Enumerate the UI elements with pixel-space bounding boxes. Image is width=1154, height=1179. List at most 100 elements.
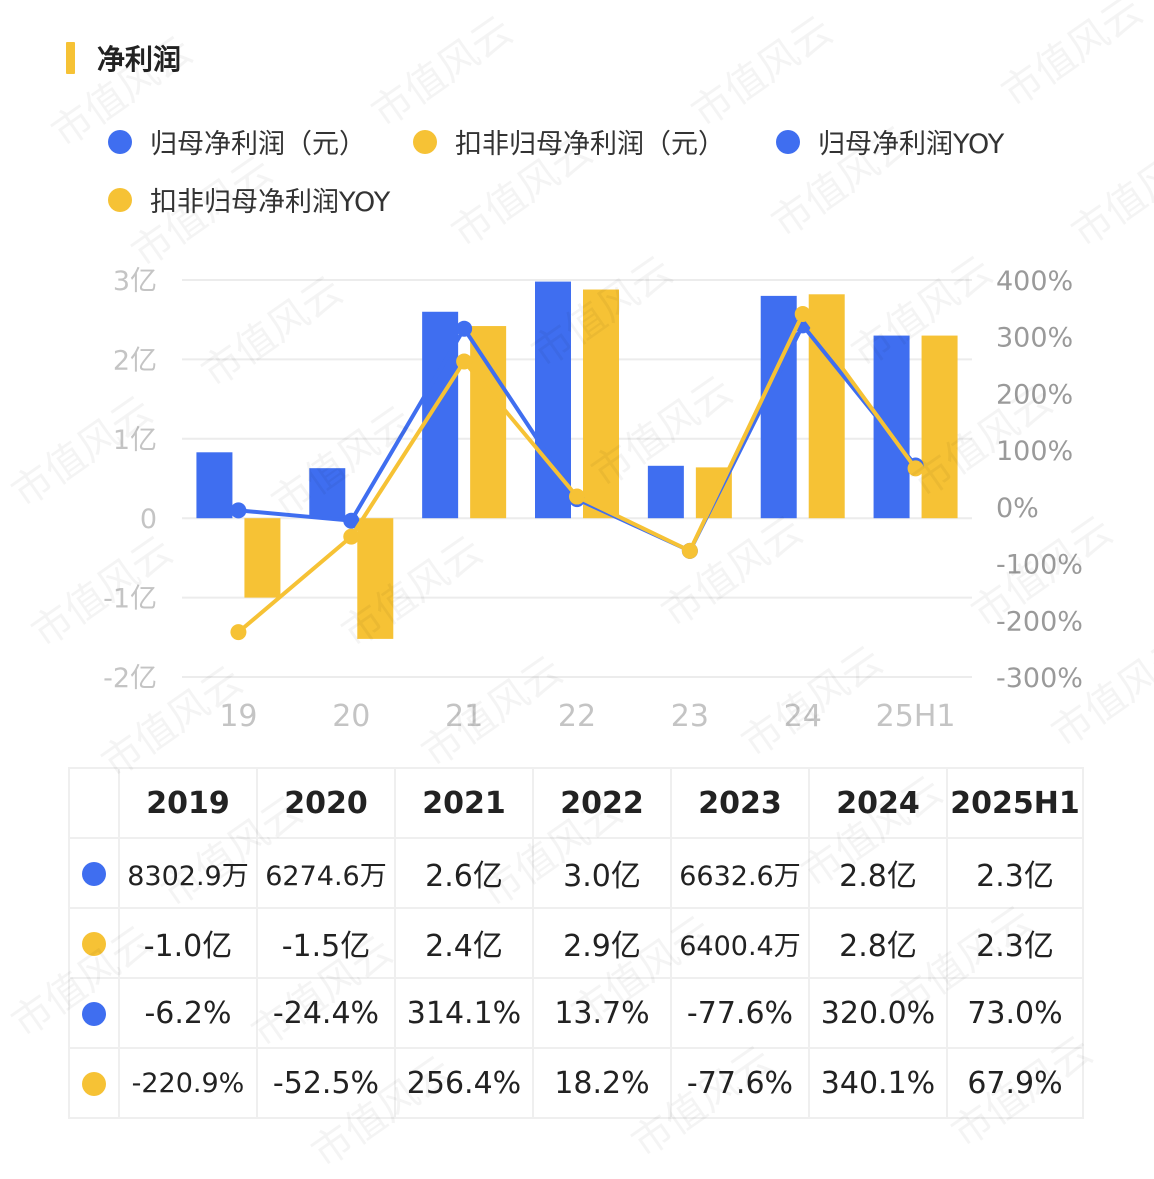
table-cell: 6274.6万	[256, 837, 396, 909]
legend-dot-blue	[776, 129, 800, 154]
table-cell: -6.2%	[118, 977, 258, 1049]
x-axis-tick-label: 20	[332, 699, 370, 734]
line-point	[681, 542, 698, 559]
table-cell: 2.6亿	[394, 837, 534, 909]
table-cell: 2.3亿	[946, 837, 1084, 909]
table-cell: 6400.4万	[670, 907, 810, 979]
table-cell: 18.2%	[532, 1047, 672, 1119]
table-header-cell: 2024	[808, 767, 948, 839]
watermark-text: 市值风云	[678, 0, 842, 139]
table-header-cell: 2023	[670, 767, 810, 839]
table-cell: -1.0亿	[118, 907, 258, 979]
table-cell: 2.4亿	[394, 907, 534, 979]
table-corner-cell	[68, 767, 120, 839]
legend-dot-yellow	[413, 129, 437, 154]
left-axis-tick-label: -2亿	[103, 663, 157, 694]
bar-deducted-net-profit	[921, 335, 958, 519]
bar-net-profit	[309, 468, 346, 519]
row-marker-cell	[68, 977, 120, 1049]
legend-item-deducted-net-profit-yoy[interactable]: 扣非归母净利润YOY	[108, 180, 390, 219]
line-point	[794, 305, 811, 322]
section-title: 净利润	[97, 43, 182, 76]
right-axis-tick-label: -100%	[996, 550, 1083, 581]
line-point	[569, 488, 585, 505]
x-axis-tick-label: 19	[219, 699, 257, 734]
table-cell: 2.8亿	[808, 837, 948, 909]
left-axis-tick-label: 0	[140, 504, 157, 535]
right-axis-tick-label: 0%	[996, 493, 1039, 524]
right-axis-tick-label: 200%	[996, 379, 1073, 410]
table-header-cell: 2025H1	[946, 767, 1084, 839]
accent-bar	[66, 42, 75, 74]
legend-label: 扣非归母净利润（元）	[455, 129, 725, 160]
table-cell: 8302.9万	[118, 837, 258, 909]
table-row: -220.9% -52.5% 256.4% 18.2% -77.6% 340.1% 67.9…	[68, 1047, 1084, 1119]
table-header-cell: 2019	[118, 767, 258, 839]
legend-item-net-profit[interactable]: 归母净利润（元）	[108, 122, 366, 161]
row-marker-dot	[82, 932, 106, 956]
bar-net-profit	[196, 452, 233, 519]
table-cell: -77.6%	[670, 1047, 810, 1119]
bar-deducted-net-profit	[470, 326, 507, 519]
legend-item-net-profit-yoy[interactable]: 归母净利润YOY	[776, 122, 1004, 161]
table-header-cell: 2022	[532, 767, 672, 839]
table-cell: 13.7%	[532, 977, 672, 1049]
table-cell: -52.5%	[256, 1047, 396, 1119]
row-marker-cell	[68, 907, 120, 979]
legend-label: 归母净利润YOY	[818, 129, 1005, 160]
line-point	[343, 528, 360, 545]
combo-chart: 3亿 2亿 1亿 0 -1亿 -2亿 400% 300% 200% 100% 0% -100% -200…	[103, 266, 1083, 734]
table-cell: 67.9%	[946, 1047, 1084, 1119]
line-point	[230, 624, 247, 641]
row-marker-dot	[82, 1002, 106, 1026]
legend-label: 归母净利润（元）	[150, 129, 366, 160]
row-marker-dot	[82, 862, 106, 886]
table-cell: 2.3亿	[946, 907, 1084, 979]
bar-net-profit	[647, 465, 684, 519]
table-row: 8302.9万 6274.6万 2.6亿 3.0亿 6632.6万 2.8亿 2.3亿	[68, 837, 1084, 909]
table-cell: 256.4%	[394, 1047, 534, 1119]
row-marker-cell	[68, 1047, 120, 1119]
right-axis-tick-label: 300%	[996, 323, 1073, 354]
line-point	[343, 512, 360, 529]
right-axis-tick-label: 400%	[996, 266, 1073, 297]
line-point	[456, 353, 473, 370]
line-point	[907, 460, 924, 477]
line-point	[456, 320, 473, 337]
x-axis-tick-label: 23	[671, 699, 709, 734]
row-marker-dot	[82, 1072, 106, 1096]
bar-deducted-net-profit	[357, 518, 394, 639]
left-axis-tick-label: 3亿	[113, 266, 157, 297]
legend-item-deducted-net-profit[interactable]: 扣非归母净利润（元）	[413, 122, 725, 161]
table-cell: 2.8亿	[808, 907, 948, 979]
table-header-cell: 2020	[256, 767, 396, 839]
line-point	[230, 502, 247, 519]
left-axis-tick-label: 2亿	[113, 345, 157, 376]
table-header-row: 2019 2020 2021 2022 2023 2024 2025H1	[68, 767, 1084, 839]
table-cell: 320.0%	[808, 977, 948, 1049]
table-cell: 3.0亿	[532, 837, 672, 909]
data-table: 2019 2020 2021 2022 2023 2024 2025H1 830…	[68, 767, 1084, 1119]
legend-dot-yellow	[108, 187, 132, 212]
watermark-text: 市值风云	[988, 0, 1152, 119]
watermark-text: 市值风云	[358, 0, 522, 139]
table-row: -1.0亿 -1.5亿 2.4亿 2.9亿 6400.4万 2.8亿 2.3亿	[68, 907, 1084, 979]
bar-net-profit	[873, 335, 910, 519]
left-axis-tick-label: 1亿	[113, 425, 157, 456]
bar-deducted-net-profit	[583, 289, 619, 519]
section-header: 净利润	[66, 40, 181, 76]
table-cell: -77.6%	[670, 977, 810, 1049]
table-cell: -24.4%	[256, 977, 396, 1049]
table-cell: -220.9%	[118, 1047, 258, 1119]
table-cell: 73.0%	[946, 977, 1084, 1049]
row-marker-cell	[68, 837, 120, 909]
right-axis-tick-label: -300%	[996, 663, 1083, 694]
table-cell: 340.1%	[808, 1047, 948, 1119]
legend-dot-blue	[108, 129, 132, 154]
table-cell: -1.5亿	[256, 907, 396, 979]
table-row: -6.2% -24.4% 314.1% 13.7% -77.6% 320.0% 73.0%	[68, 977, 1084, 1049]
table-cell: 314.1%	[394, 977, 534, 1049]
x-axis-tick-label: 24	[784, 699, 822, 734]
table-cell: 2.9亿	[532, 907, 672, 979]
right-axis-tick-label: -200%	[996, 606, 1083, 637]
